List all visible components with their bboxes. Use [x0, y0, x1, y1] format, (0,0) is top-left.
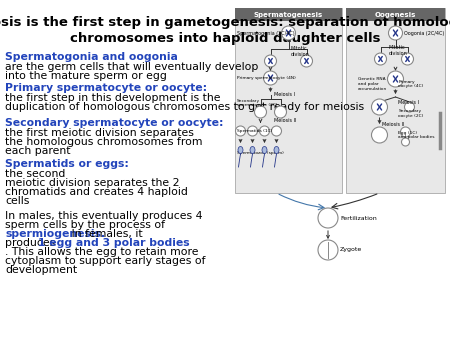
Text: Mitotic
division: Mitotic division	[291, 46, 309, 57]
Text: . This allows the egg to retain more: . This allows the egg to retain more	[5, 247, 198, 257]
Text: Spermatogenesis: Spermatogenesis	[254, 11, 323, 18]
Circle shape	[248, 126, 257, 136]
Text: Egg (1C)
and polar bodies: Egg (1C) and polar bodies	[399, 131, 435, 139]
Text: cells: cells	[5, 196, 29, 206]
Text: Spermatogonia and oogonia: Spermatogonia and oogonia	[5, 52, 178, 62]
Circle shape	[282, 26, 296, 40]
Text: Zygote: Zygote	[340, 247, 362, 252]
Text: produces: produces	[5, 238, 59, 248]
Text: chromatids and creates 4 haploid: chromatids and creates 4 haploid	[5, 187, 188, 197]
Circle shape	[274, 106, 287, 118]
Text: Meiosis I: Meiosis I	[274, 93, 294, 97]
Bar	[235, 8, 342, 193]
Text: 1 egg and 3 polar bodies: 1 egg and 3 polar bodies	[38, 238, 189, 248]
Text: Secondary
spermatocyte (2C): Secondary spermatocyte (2C)	[237, 99, 278, 107]
Text: meiotic division separates the 2: meiotic division separates the 2	[5, 178, 180, 188]
Text: Oogonia (2C/4C): Oogonia (2C/4C)	[405, 30, 445, 35]
Text: development: development	[5, 265, 77, 275]
Circle shape	[401, 53, 414, 65]
Text: sperm cells by the process of: sperm cells by the process of	[5, 220, 165, 230]
Circle shape	[405, 102, 414, 112]
Text: Spermatids (1C): Spermatids (1C)	[237, 129, 272, 133]
Circle shape	[374, 53, 387, 65]
Circle shape	[372, 127, 387, 143]
Text: In males, this eventually produces 4: In males, this eventually produces 4	[5, 211, 202, 221]
Circle shape	[400, 127, 410, 137]
Text: Meiosis II: Meiosis II	[382, 122, 405, 127]
Text: spermiogenesis.: spermiogenesis.	[5, 229, 105, 239]
Text: Meiosis II: Meiosis II	[274, 119, 296, 123]
Text: Mitotic
division: Mitotic division	[388, 45, 407, 56]
Text: Spermatogonia (2C/4C): Spermatogonia (2C/4C)	[237, 30, 295, 35]
Text: the first meiotic division separates: the first meiotic division separates	[5, 128, 194, 138]
Circle shape	[260, 126, 270, 136]
Text: Primary
oocyte (4C): Primary oocyte (4C)	[399, 80, 424, 88]
Text: Secondary
oocyte (2C): Secondary oocyte (2C)	[399, 109, 424, 118]
Text: Meiosis is the first step in gametogenesis: separation of homologous
chromosomes: Meiosis is the first step in gametogenes…	[0, 16, 450, 45]
Text: Secondary spermatocyte or oocyte:: Secondary spermatocyte or oocyte:	[5, 118, 224, 128]
Text: cytoplasm to support early stages of: cytoplasm to support early stages of	[5, 256, 206, 266]
Circle shape	[235, 126, 246, 136]
Text: the second: the second	[5, 169, 65, 179]
Text: into the mature sperm or egg: into the mature sperm or egg	[5, 71, 167, 81]
Text: the homologous chromosomes from: the homologous chromosomes from	[5, 137, 202, 147]
Circle shape	[318, 208, 338, 228]
Circle shape	[255, 106, 266, 118]
Text: are the germ cells that will eventually develop: are the germ cells that will eventually …	[5, 62, 258, 72]
Bar	[346, 8, 445, 21]
Bar	[235, 8, 342, 21]
Ellipse shape	[238, 146, 243, 153]
Circle shape	[318, 240, 338, 260]
Text: the first step in this development is the: the first step in this development is th…	[5, 93, 220, 103]
Text: Primary spermatocyte (4N): Primary spermatocyte (4N)	[237, 76, 296, 80]
Circle shape	[301, 55, 312, 67]
Circle shape	[265, 55, 276, 67]
Circle shape	[372, 99, 387, 115]
Text: Genetic RNA
and polar
accumulation: Genetic RNA and polar accumulation	[357, 77, 387, 91]
Ellipse shape	[250, 146, 255, 153]
Circle shape	[271, 126, 282, 136]
Text: Fertilization: Fertilization	[340, 216, 377, 220]
Text: In females, it: In females, it	[68, 229, 143, 239]
Bar	[346, 8, 445, 193]
Text: Primary spermatocyte or oocyte:: Primary spermatocyte or oocyte:	[5, 83, 207, 93]
Ellipse shape	[262, 146, 267, 153]
Circle shape	[387, 71, 404, 87]
Text: Spermatids or eggs:: Spermatids or eggs:	[5, 159, 129, 169]
Circle shape	[388, 26, 402, 40]
Circle shape	[401, 138, 410, 146]
Text: Oogenesis: Oogenesis	[375, 11, 416, 18]
Text: Meiosis I: Meiosis I	[397, 99, 419, 104]
Circle shape	[264, 71, 278, 85]
Text: each parent: each parent	[5, 146, 71, 156]
Text: duplication of homologous chromosomes to get ready for meiosis: duplication of homologous chromosomes to…	[5, 102, 364, 112]
Text: Spermatozoa (sperm): Spermatozoa (sperm)	[237, 151, 284, 155]
Ellipse shape	[274, 146, 279, 153]
